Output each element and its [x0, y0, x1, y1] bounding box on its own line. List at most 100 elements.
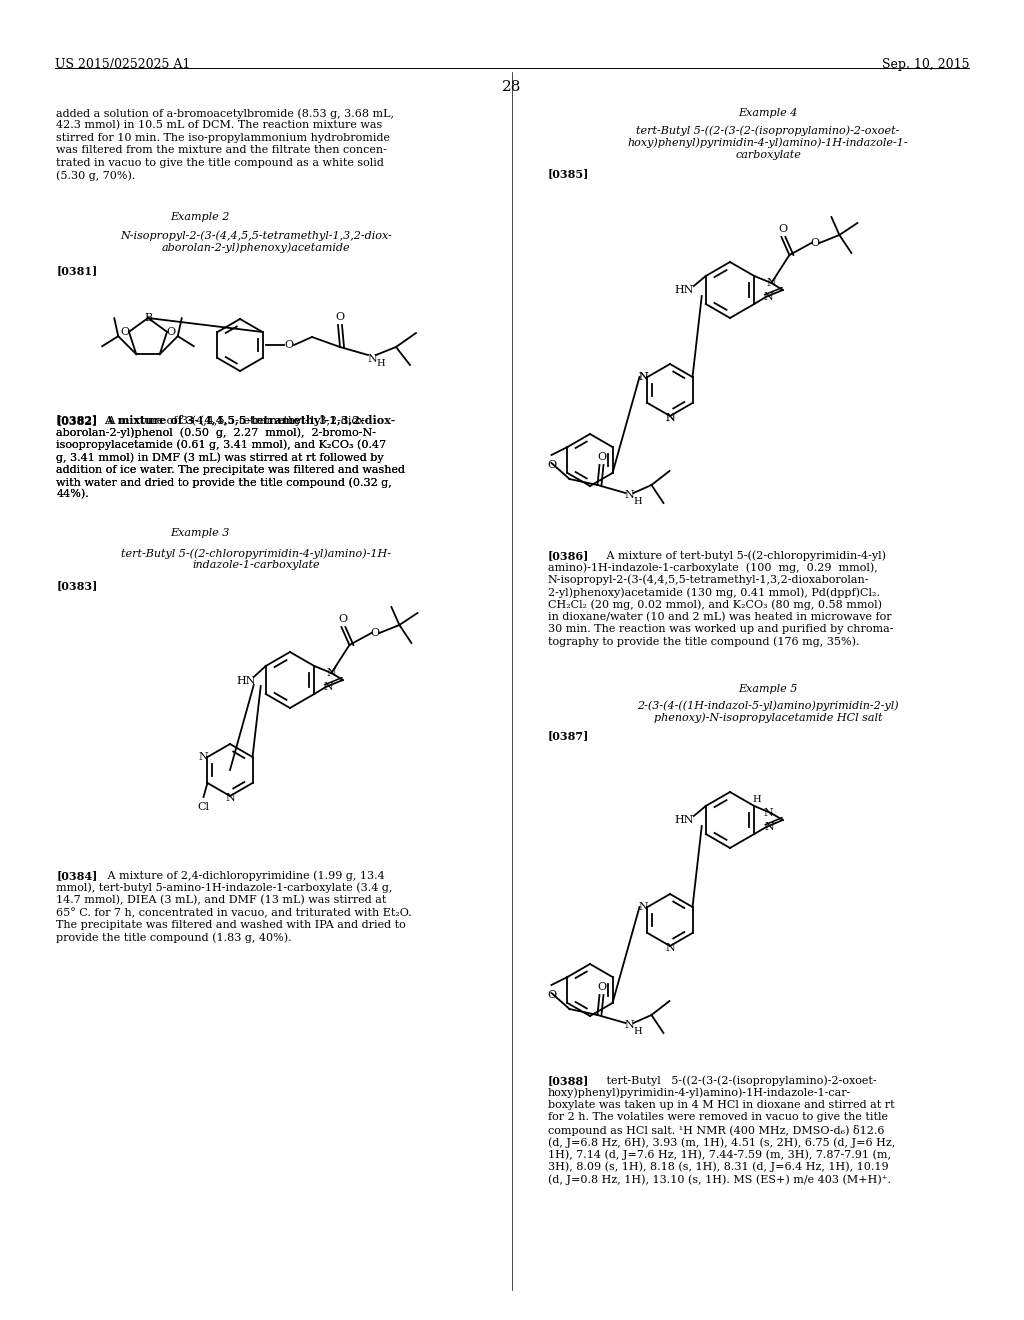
Text: The precipitate was filtered and washed with IPA and dried to: The precipitate was filtered and washed …: [56, 920, 407, 929]
Text: 2-yl)phenoxy)acetamide (130 mg, 0.41 mmol), Pd(dppf)Cl₂.: 2-yl)phenoxy)acetamide (130 mg, 0.41 mmo…: [548, 587, 880, 598]
Text: was filtered from the mixture and the filtrate then concen-: was filtered from the mixture and the fi…: [56, 145, 387, 156]
Text: added a solution of a-bromoacetylbromide (8.53 g, 3.68 mL,: added a solution of a-bromoacetylbromide…: [56, 108, 394, 119]
Text: HN: HN: [674, 814, 693, 825]
Text: N: N: [625, 490, 634, 500]
Text: tert-Butyl   5-((2-(3-(2-(isopropylamino)-2-oxoet-: tert-Butyl 5-((2-(3-(2-(isopropylamino)-…: [596, 1074, 877, 1085]
Text: in dioxane/water (10 and 2 mL) was heated in microwave for: in dioxane/water (10 and 2 mL) was heate…: [548, 612, 892, 622]
Text: [0387]: [0387]: [548, 730, 589, 741]
Text: N: N: [666, 413, 675, 422]
Text: tert-Butyl 5-((2-chloropyrimidin-4-yl)amino)-1H-: tert-Butyl 5-((2-chloropyrimidin-4-yl)am…: [121, 548, 391, 558]
Text: stirred for 10 min. The iso-propylammonium hydrobromide: stirred for 10 min. The iso-propylammoni…: [56, 133, 390, 143]
Text: N: N: [764, 292, 773, 302]
Text: g, 3.41 mmol) in DMF (3 mL) was stirred at rt followed by: g, 3.41 mmol) in DMF (3 mL) was stirred …: [56, 453, 384, 463]
Text: isoopropylacetamide (0.61 g, 3.41 mmol), and K₂CO₃ (0.47: isoopropylacetamide (0.61 g, 3.41 mmol),…: [56, 440, 386, 450]
Text: [0384]: [0384]: [56, 870, 97, 880]
Text: 42.3 mmol) in 10.5 mL of DCM. The reaction mixture was: 42.3 mmol) in 10.5 mL of DCM. The reacti…: [56, 120, 383, 131]
Text: B: B: [144, 313, 152, 323]
Text: CH₂Cl₂ (20 mg, 0.02 mmol), and K₂CO₃ (80 mg, 0.58 mmol): CH₂Cl₂ (20 mg, 0.02 mmol), and K₂CO₃ (80…: [548, 599, 882, 610]
Text: H: H: [633, 496, 642, 506]
Text: O: O: [371, 628, 380, 638]
Text: Example 2: Example 2: [170, 213, 229, 222]
Text: aborolan-2-yl)phenol  (0.50  g,  2.27  mmol),  2-bromo-N-: aborolan-2-yl)phenol (0.50 g, 2.27 mmol)…: [56, 428, 377, 438]
Text: HN: HN: [674, 285, 693, 294]
Text: indazole-1-carboxylate: indazole-1-carboxylate: [193, 561, 319, 570]
Text: 28: 28: [503, 81, 521, 94]
Text: carboxylate: carboxylate: [735, 149, 801, 160]
Text: N: N: [327, 668, 336, 678]
Text: O: O: [285, 341, 294, 350]
Text: N: N: [639, 902, 648, 912]
Text: N: N: [764, 808, 774, 818]
Text: Cl: Cl: [198, 803, 210, 812]
Text: 65° C. for 7 h, concentrated in vacuo, and triturated with Et₂O.: 65° C. for 7 h, concentrated in vacuo, a…: [56, 907, 412, 917]
Text: hoxy)phenyl)pyrimidin-4-yl)amino)-1H-indazole-1-: hoxy)phenyl)pyrimidin-4-yl)amino)-1H-ind…: [628, 137, 908, 148]
Text: boxylate was taken up in 4 M HCl in dioxane and stirred at rt: boxylate was taken up in 4 M HCl in diox…: [548, 1100, 895, 1110]
Text: addition of ice water. The precipitate was filtered and washed: addition of ice water. The precipitate w…: [56, 465, 406, 475]
Text: [0381]: [0381]: [56, 265, 97, 276]
Text: trated in vacuo to give the title compound as a white solid: trated in vacuo to give the title compou…: [56, 157, 384, 168]
Text: N: N: [767, 279, 776, 288]
Text: A mixture of 2,4-dichloropyrimidine (1.99 g, 13.4: A mixture of 2,4-dichloropyrimidine (1.9…: [104, 870, 385, 880]
Text: phenoxy)-N-isopropylacetamide HCl salt: phenoxy)-N-isopropylacetamide HCl salt: [653, 713, 883, 723]
Text: addition of ice water. The precipitate was filtered and washed: addition of ice water. The precipitate w…: [56, 465, 406, 475]
Text: [0388]: [0388]: [548, 1074, 589, 1086]
Text: 14.7 mmol), DIEA (3 mL), and DMF (13 mL) was stirred at: 14.7 mmol), DIEA (3 mL), and DMF (13 mL)…: [56, 895, 387, 906]
Text: O: O: [339, 614, 348, 624]
Text: N: N: [639, 372, 648, 381]
Text: with water and dried to provide the title compound (0.32 g,: with water and dried to provide the titl…: [56, 477, 392, 487]
Text: 1H), 7.14 (d, J=7.6 Hz, 1H), 7.44-7.59 (m, 3H), 7.87-7.91 (m,: 1H), 7.14 (d, J=7.6 Hz, 1H), 7.44-7.59 (…: [548, 1150, 891, 1160]
Text: H: H: [753, 795, 761, 804]
Text: [0382]: [0382]: [56, 414, 97, 426]
Text: N: N: [639, 372, 648, 381]
Text: [0385]: [0385]: [548, 168, 589, 180]
Text: O: O: [779, 224, 788, 234]
Text: N: N: [225, 793, 234, 803]
Text: with water and dried to provide the title compound (0.32 g,: with water and dried to provide the titl…: [56, 477, 392, 487]
Text: US 2015/0252025 A1: US 2015/0252025 A1: [55, 58, 190, 71]
Text: A mixture of 3-(4,4,5,5-tetramethyl-1,3,2-diox-: A mixture of 3-(4,4,5,5-tetramethyl-1,3,…: [104, 414, 369, 425]
Text: [0383]: [0383]: [56, 579, 97, 591]
Text: 30 min. The reaction was worked up and purified by chroma-: 30 min. The reaction was worked up and p…: [548, 624, 893, 635]
Text: hoxy)phenyl)pyrimidin-4-yl)amino)-1H-indazole-1-car-: hoxy)phenyl)pyrimidin-4-yl)amino)-1H-ind…: [548, 1088, 851, 1098]
Text: N: N: [764, 822, 774, 832]
Text: provide the title compound (1.83 g, 40%).: provide the title compound (1.83 g, 40%)…: [56, 932, 292, 942]
Text: 44%).: 44%).: [56, 490, 89, 500]
Text: O: O: [167, 327, 175, 337]
Text: N-isopropyl-2-(3-(4,4,5,5-tetramethyl-1,3,2-diox-: N-isopropyl-2-(3-(4,4,5,5-tetramethyl-1,…: [120, 230, 392, 240]
Text: (d, J=0.8 Hz, 1H), 13.10 (s, 1H). MS (ES+) m/e 403 (M+H)⁺.: (d, J=0.8 Hz, 1H), 13.10 (s, 1H). MS (ES…: [548, 1175, 891, 1185]
Text: O: O: [547, 990, 556, 1001]
Text: N: N: [324, 682, 334, 692]
Text: N: N: [625, 1020, 634, 1030]
Text: N: N: [666, 942, 675, 953]
Text: aborolan-2-yl)phenoxy)acetamide: aborolan-2-yl)phenoxy)acetamide: [162, 243, 350, 253]
Text: N: N: [666, 413, 675, 422]
Text: HN: HN: [236, 676, 256, 686]
Text: N: N: [199, 752, 208, 762]
Text: 2-(3-(4-((1H-indazol-5-yl)amino)pyrimidin-2-yl): 2-(3-(4-((1H-indazol-5-yl)amino)pyrimidi…: [637, 700, 899, 710]
Text: N-isopropyl-2-(3-(4,4,5,5-tetramethyl-1,3,2-dioxaborolan-: N-isopropyl-2-(3-(4,4,5,5-tetramethyl-1,…: [548, 574, 869, 585]
Text: O: O: [336, 312, 344, 322]
Text: (d, J=6.8 Hz, 6H), 3.93 (m, 1H), 4.51 (s, 2H), 6.75 (d, J=6 Hz,: (d, J=6.8 Hz, 6H), 3.93 (m, 1H), 4.51 (s…: [548, 1137, 895, 1147]
Text: A mixture of tert-butyl 5-((2-chloropyrimidin-4-yl): A mixture of tert-butyl 5-((2-chloropyri…: [596, 550, 886, 561]
Text: for 2 h. The volatiles were removed in vacuo to give the title: for 2 h. The volatiles were removed in v…: [548, 1113, 888, 1122]
Text: amino)-1H-indazole-1-carboxylate  (100  mg,  0.29  mmol),: amino)-1H-indazole-1-carboxylate (100 mg…: [548, 562, 878, 573]
Text: Sep. 10, 2015: Sep. 10, 2015: [882, 58, 969, 71]
Text: O: O: [597, 451, 606, 462]
Text: 44%).: 44%).: [56, 490, 89, 500]
Text: g, 3.41 mmol) in DMF (3 mL) was stirred at rt followed by: g, 3.41 mmol) in DMF (3 mL) was stirred …: [56, 453, 384, 463]
Text: O: O: [121, 327, 130, 337]
Text: Example 4: Example 4: [738, 108, 798, 117]
Text: H: H: [377, 359, 385, 367]
Text: Example 5: Example 5: [738, 684, 798, 694]
Text: O: O: [547, 459, 556, 470]
Text: O: O: [597, 982, 606, 993]
Text: tert-Butyl 5-((2-(3-(2-(isopropylamino)-2-oxoet-: tert-Butyl 5-((2-(3-(2-(isopropylamino)-…: [636, 125, 900, 136]
Text: N: N: [368, 354, 377, 364]
Text: Example 3: Example 3: [170, 528, 229, 539]
Text: aborolan-2-yl)phenol  (0.50  g,  2.27  mmol),  2-bromo-N-: aborolan-2-yl)phenol (0.50 g, 2.27 mmol)…: [56, 428, 377, 438]
Text: tography to provide the title compound (176 mg, 35%).: tography to provide the title compound (…: [548, 636, 859, 647]
Text: O: O: [811, 238, 820, 248]
Text: compound as HCl salt. ¹H NMR (400 MHz, DMSO-d₆) δ12.6: compound as HCl salt. ¹H NMR (400 MHz, D…: [548, 1125, 885, 1135]
Text: H: H: [633, 1027, 642, 1035]
Text: 3H), 8.09 (s, 1H), 8.18 (s, 1H), 8.31 (d, J=6.4 Hz, 1H), 10.19: 3H), 8.09 (s, 1H), 8.18 (s, 1H), 8.31 (d…: [548, 1162, 889, 1172]
